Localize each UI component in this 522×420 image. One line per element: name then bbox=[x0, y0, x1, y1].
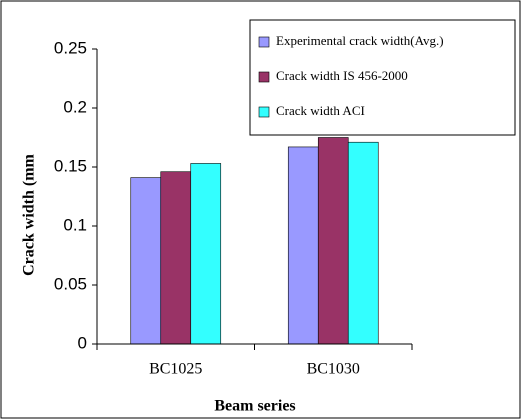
legend-swatch bbox=[258, 36, 270, 48]
bar bbox=[190, 163, 222, 345]
x-tick-label: BC1030 bbox=[307, 361, 360, 378]
legend-label: Crack width ACI bbox=[276, 103, 365, 118]
y-tick-label: 0 bbox=[78, 333, 87, 352]
x-axis-label: Beam series bbox=[214, 398, 295, 415]
y-tick-label: 0.1 bbox=[63, 215, 87, 234]
legend-label: Experimental crack width(Avg.) bbox=[276, 33, 444, 48]
legend-swatch bbox=[258, 106, 270, 118]
y-tick-label: 0.2 bbox=[63, 97, 87, 116]
legend-label: Crack width IS 456-2000 bbox=[276, 68, 408, 83]
bar bbox=[160, 171, 192, 345]
y-tick-label: 0.25 bbox=[54, 38, 87, 57]
y-tick-label: 0.05 bbox=[54, 274, 87, 293]
legend-box bbox=[249, 19, 516, 136]
y-tick-label: 0.15 bbox=[54, 156, 87, 175]
bar bbox=[130, 177, 162, 345]
x-tick-label: BC1025 bbox=[149, 361, 202, 378]
bar bbox=[287, 146, 319, 345]
y-axis-label: Crack width (mm bbox=[21, 153, 38, 275]
bar bbox=[347, 141, 379, 345]
bar bbox=[317, 137, 349, 345]
legend-swatch bbox=[258, 71, 270, 83]
